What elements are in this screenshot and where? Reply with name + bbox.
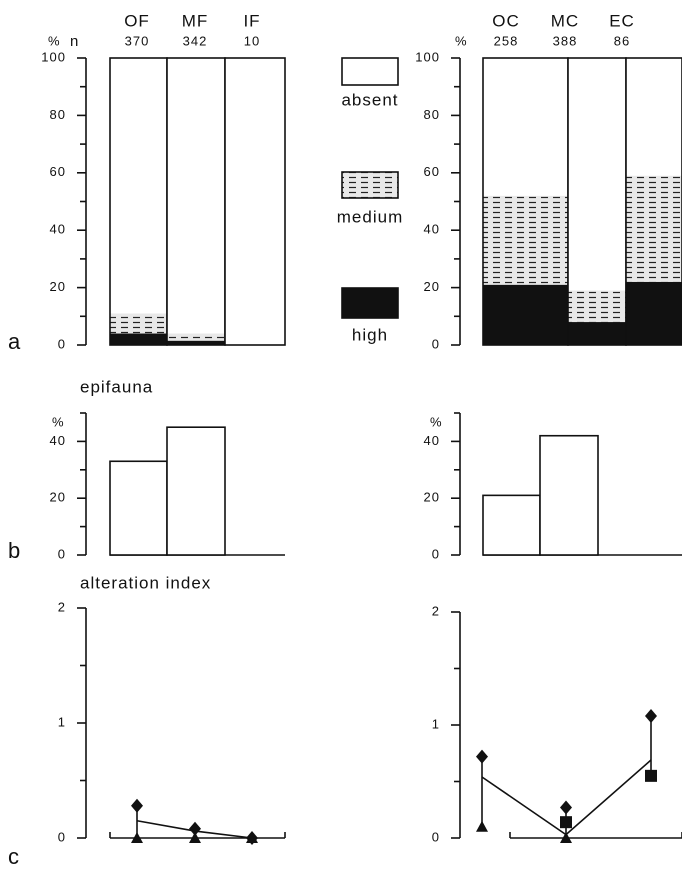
bar-segment [225, 58, 285, 345]
bar-segment [483, 284, 568, 345]
bar-segment [110, 333, 167, 345]
bar-segment [483, 58, 568, 196]
n-value: 10 [244, 33, 260, 48]
y-axis-label: % [455, 33, 468, 48]
y-tick-label: 100 [41, 49, 66, 64]
y-tick-label: 20 [424, 279, 440, 294]
y-tick-label: 0 [432, 546, 440, 561]
bar [482, 494, 541, 556]
triangle-marker [476, 820, 488, 832]
y-tick-label: 20 [424, 490, 440, 505]
bar-segment [110, 58, 167, 314]
y-tick-label: 40 [424, 222, 440, 237]
y-tick-label: 40 [50, 222, 66, 237]
y-tick-label: 100 [415, 49, 440, 64]
bar-segment [483, 195, 568, 285]
n-value: 388 [553, 33, 578, 48]
diamond-marker [560, 800, 572, 815]
category-label: MC [551, 11, 579, 30]
triangle-marker [131, 832, 143, 843]
bar [166, 426, 226, 556]
n-value: 342 [183, 33, 208, 48]
legend-label: absent [341, 90, 398, 109]
y-tick-label: 2 [58, 599, 66, 614]
square-marker [645, 769, 657, 782]
triangle-marker [560, 832, 572, 843]
category-label: OF [124, 11, 150, 30]
y-tick-label: 0 [58, 829, 66, 844]
square-marker [560, 816, 572, 829]
legend-swatch [341, 171, 399, 199]
y-tick-label: 0 [432, 336, 440, 351]
bar-frame [625, 57, 682, 346]
y-tick-label: 0 [58, 546, 66, 561]
panel-letter: c [8, 844, 20, 869]
y-tick-label: 0 [432, 829, 440, 844]
y-tick-label: 20 [50, 279, 66, 294]
bar-segment [626, 281, 682, 345]
panel-title: alteration index [80, 573, 211, 592]
y-axis-label: % [48, 33, 61, 48]
y-tick-label: 60 [424, 164, 440, 179]
n-value: 370 [125, 33, 150, 48]
bar-segment [167, 58, 225, 334]
bar-segment [626, 58, 682, 176]
legend-label: medium [337, 207, 403, 226]
bar-segment [568, 58, 626, 291]
n-label: n [70, 33, 79, 50]
diamond-marker [645, 708, 657, 723]
y-tick-label: 80 [424, 107, 440, 122]
n-value: 86 [614, 33, 630, 48]
category-label: EC [609, 11, 635, 30]
panel-letter: b [8, 538, 21, 563]
diamond-marker [476, 749, 488, 764]
y-tick-label: 20 [50, 490, 66, 505]
y-tick-label: 40 [424, 433, 440, 448]
bar-segment [110, 313, 167, 334]
category-label: OC [492, 11, 520, 30]
bar-segment [568, 290, 626, 323]
y-axis-label: % [430, 414, 443, 429]
panel-title: epifauna [80, 377, 153, 396]
bar [539, 434, 599, 556]
bar-segment [167, 340, 225, 345]
diamond-marker [189, 821, 201, 836]
mean-line [481, 759, 652, 836]
y-axis-label: % [52, 414, 65, 429]
bar-frame [224, 57, 286, 346]
diamond-marker [131, 798, 143, 813]
triangle-marker [189, 832, 201, 843]
bar-segment [167, 333, 225, 341]
legend-label: high [352, 325, 388, 344]
y-tick-label: 0 [58, 336, 66, 351]
y-tick-label: 60 [50, 164, 66, 179]
mean-line [136, 819, 253, 839]
category-label: IF [243, 11, 260, 30]
y-tick-label: 1 [432, 716, 440, 731]
bar-segment [626, 175, 682, 282]
legend-swatch [341, 287, 399, 319]
bar-segment [568, 322, 626, 345]
bar [109, 460, 168, 556]
n-value: 258 [494, 33, 519, 48]
y-tick-label: 1 [58, 714, 66, 729]
category-label: MF [182, 11, 209, 30]
y-tick-label: 80 [50, 107, 66, 122]
panel-letter: a [8, 329, 21, 354]
y-tick-label: 40 [50, 433, 66, 448]
legend-swatch [341, 57, 399, 86]
y-tick-label: 2 [432, 603, 440, 618]
